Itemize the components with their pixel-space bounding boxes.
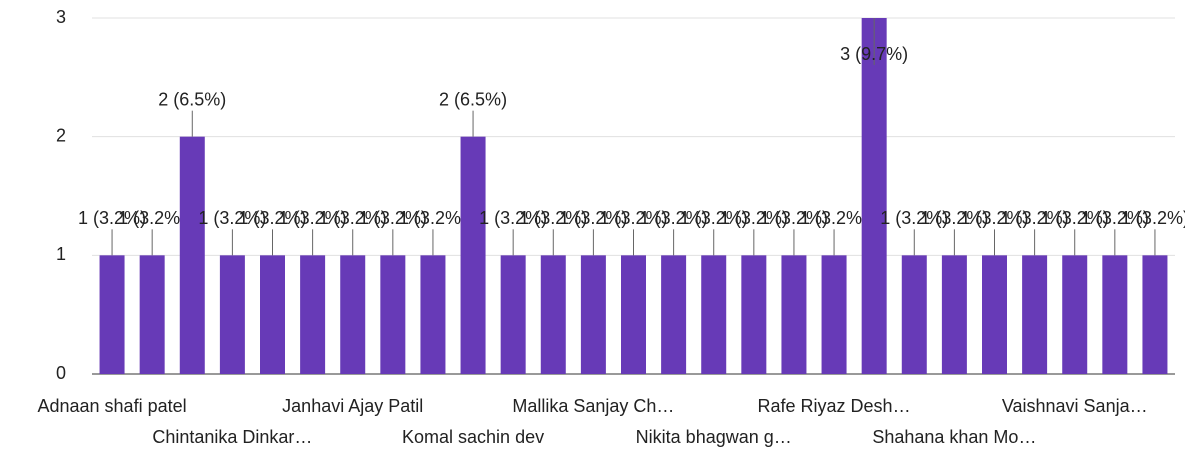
data-label: 1 (3.2%)	[720, 208, 788, 228]
bar	[380, 255, 406, 374]
x-tick-label: Nikita bhagwan g…	[636, 427, 792, 447]
data-label: 1 (3.2%)	[479, 208, 547, 228]
data-label: 1 (3.2%)	[680, 208, 748, 228]
data-label: 1 (3.2%)	[519, 208, 587, 228]
bar	[260, 255, 285, 374]
y-tick-label: 2	[56, 125, 66, 145]
bar	[1142, 255, 1168, 374]
bar	[821, 255, 847, 374]
bar	[781, 255, 807, 374]
x-tick-label: Mallika Sanjay Ch…	[512, 396, 674, 416]
data-label: 1 (3.2%)	[78, 208, 146, 228]
data-label: 1 (3.2%)	[118, 208, 186, 228]
data-label: 1 (3.2%)	[279, 208, 347, 228]
y-tick-label: 0	[56, 363, 66, 383]
x-tick-label: Janhavi Ajay Patil	[282, 396, 423, 416]
data-label: 3 (9.7%)	[840, 44, 908, 64]
data-label: 1 (3.2%)	[238, 208, 306, 228]
data-label: 1 (3.2%)	[319, 208, 387, 228]
bar	[460, 136, 486, 374]
data-label: 1 (3.2%)	[359, 208, 427, 228]
data-label: 1 (3.2%)	[1001, 208, 1069, 228]
data-label: 1 (3.2%)	[640, 208, 708, 228]
bar	[1102, 255, 1128, 374]
data-label: 1 (3.2%)	[1121, 208, 1185, 228]
bar	[219, 255, 245, 374]
data-label: 1 (3.2%)	[559, 208, 627, 228]
bar	[982, 255, 1007, 374]
bar	[580, 255, 606, 374]
x-tick-label: Komal sachin dev	[402, 427, 544, 447]
bar	[901, 255, 927, 374]
data-label: 1 (3.2%)	[599, 208, 667, 228]
data-label: 1 (3.2%)	[760, 208, 828, 228]
data-label: 1 (3.2%)	[1081, 208, 1149, 228]
data-label: 1 (3.2%)	[800, 208, 868, 228]
bar	[1062, 255, 1088, 374]
bar	[179, 136, 205, 374]
data-label: 1 (3.2%)	[399, 208, 467, 228]
bar	[99, 255, 125, 374]
x-tick-label: Chintanika Dinkar…	[152, 427, 312, 447]
bar	[741, 255, 767, 374]
data-label: 1 (3.2%)	[1041, 208, 1109, 228]
y-tick-label: 1	[56, 244, 66, 264]
data-label: 1 (3.2%)	[880, 208, 948, 228]
data-label: 1 (3.2%)	[920, 208, 988, 228]
bar	[420, 255, 446, 374]
x-tick-label: Adnaan shafi patel	[37, 396, 186, 416]
x-tick-label: Shahana khan Mo…	[872, 427, 1036, 447]
data-label: 1 (3.2%)	[198, 208, 266, 228]
bar	[300, 255, 326, 374]
bar	[540, 255, 566, 374]
bar	[701, 255, 727, 374]
data-label: 1 (3.2%)	[960, 208, 1028, 228]
x-tick-label: Rafe Riyaz Desh…	[758, 396, 911, 416]
bar	[1022, 255, 1048, 374]
bar	[861, 18, 887, 374]
data-label: 2 (6.5%)	[158, 89, 226, 109]
y-tick-label: 3	[56, 7, 66, 27]
bar	[500, 255, 526, 374]
data-label: 2 (6.5%)	[439, 89, 507, 109]
bar	[621, 255, 646, 374]
x-tick-label: Vaishnavi Sanja…	[1002, 396, 1148, 416]
bar	[340, 255, 366, 374]
bar	[139, 255, 165, 374]
bar	[661, 255, 687, 374]
bar	[941, 255, 967, 374]
